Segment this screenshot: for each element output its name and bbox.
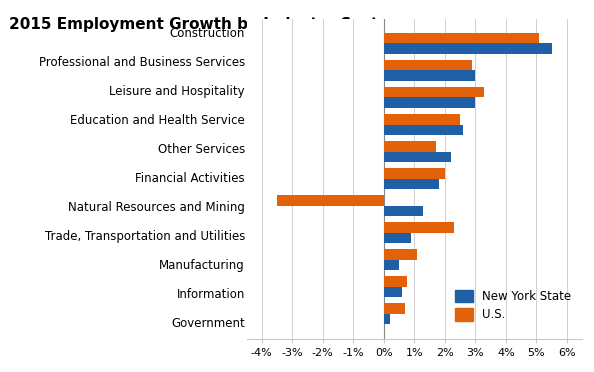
Bar: [277, 195, 384, 206]
Bar: [384, 206, 424, 216]
Text: Professional and Business Services: Professional and Business Services: [39, 56, 245, 69]
Bar: [384, 114, 460, 125]
Bar: [384, 287, 402, 297]
Legend: New York State, U.S.: New York State, U.S.: [450, 285, 576, 326]
Text: Natural Resources and Mining: Natural Resources and Mining: [68, 201, 245, 214]
Text: Information: Information: [176, 288, 245, 301]
Bar: [384, 151, 451, 162]
Bar: [384, 33, 539, 44]
Bar: [384, 70, 475, 81]
Bar: [384, 179, 439, 189]
Text: Education and Health Service: Education and Health Service: [70, 114, 245, 127]
Bar: [384, 260, 399, 270]
Text: Trade, Transportation and Utilities: Trade, Transportation and Utilities: [45, 230, 245, 243]
Bar: [384, 141, 435, 151]
Text: Other Services: Other Services: [157, 143, 245, 156]
Bar: [384, 60, 472, 70]
Bar: [384, 232, 411, 243]
Text: Construction: Construction: [169, 27, 245, 40]
Text: Government: Government: [171, 317, 245, 330]
Text: Leisure and Hospitality: Leisure and Hospitality: [109, 85, 245, 98]
Bar: [384, 222, 454, 232]
Text: Financial Activities: Financial Activities: [135, 172, 245, 185]
Bar: [384, 168, 445, 179]
Bar: [384, 87, 485, 97]
Bar: [384, 125, 463, 135]
Text: Manufacturing: Manufacturing: [159, 259, 245, 272]
Bar: [384, 97, 475, 108]
Bar: [384, 44, 552, 54]
Bar: [384, 314, 390, 324]
Bar: [384, 304, 405, 314]
Bar: [384, 276, 407, 287]
Text: 2015 Employment Growth by Industry Sector: 2015 Employment Growth by Industry Secto…: [9, 17, 396, 32]
Bar: [384, 249, 418, 260]
